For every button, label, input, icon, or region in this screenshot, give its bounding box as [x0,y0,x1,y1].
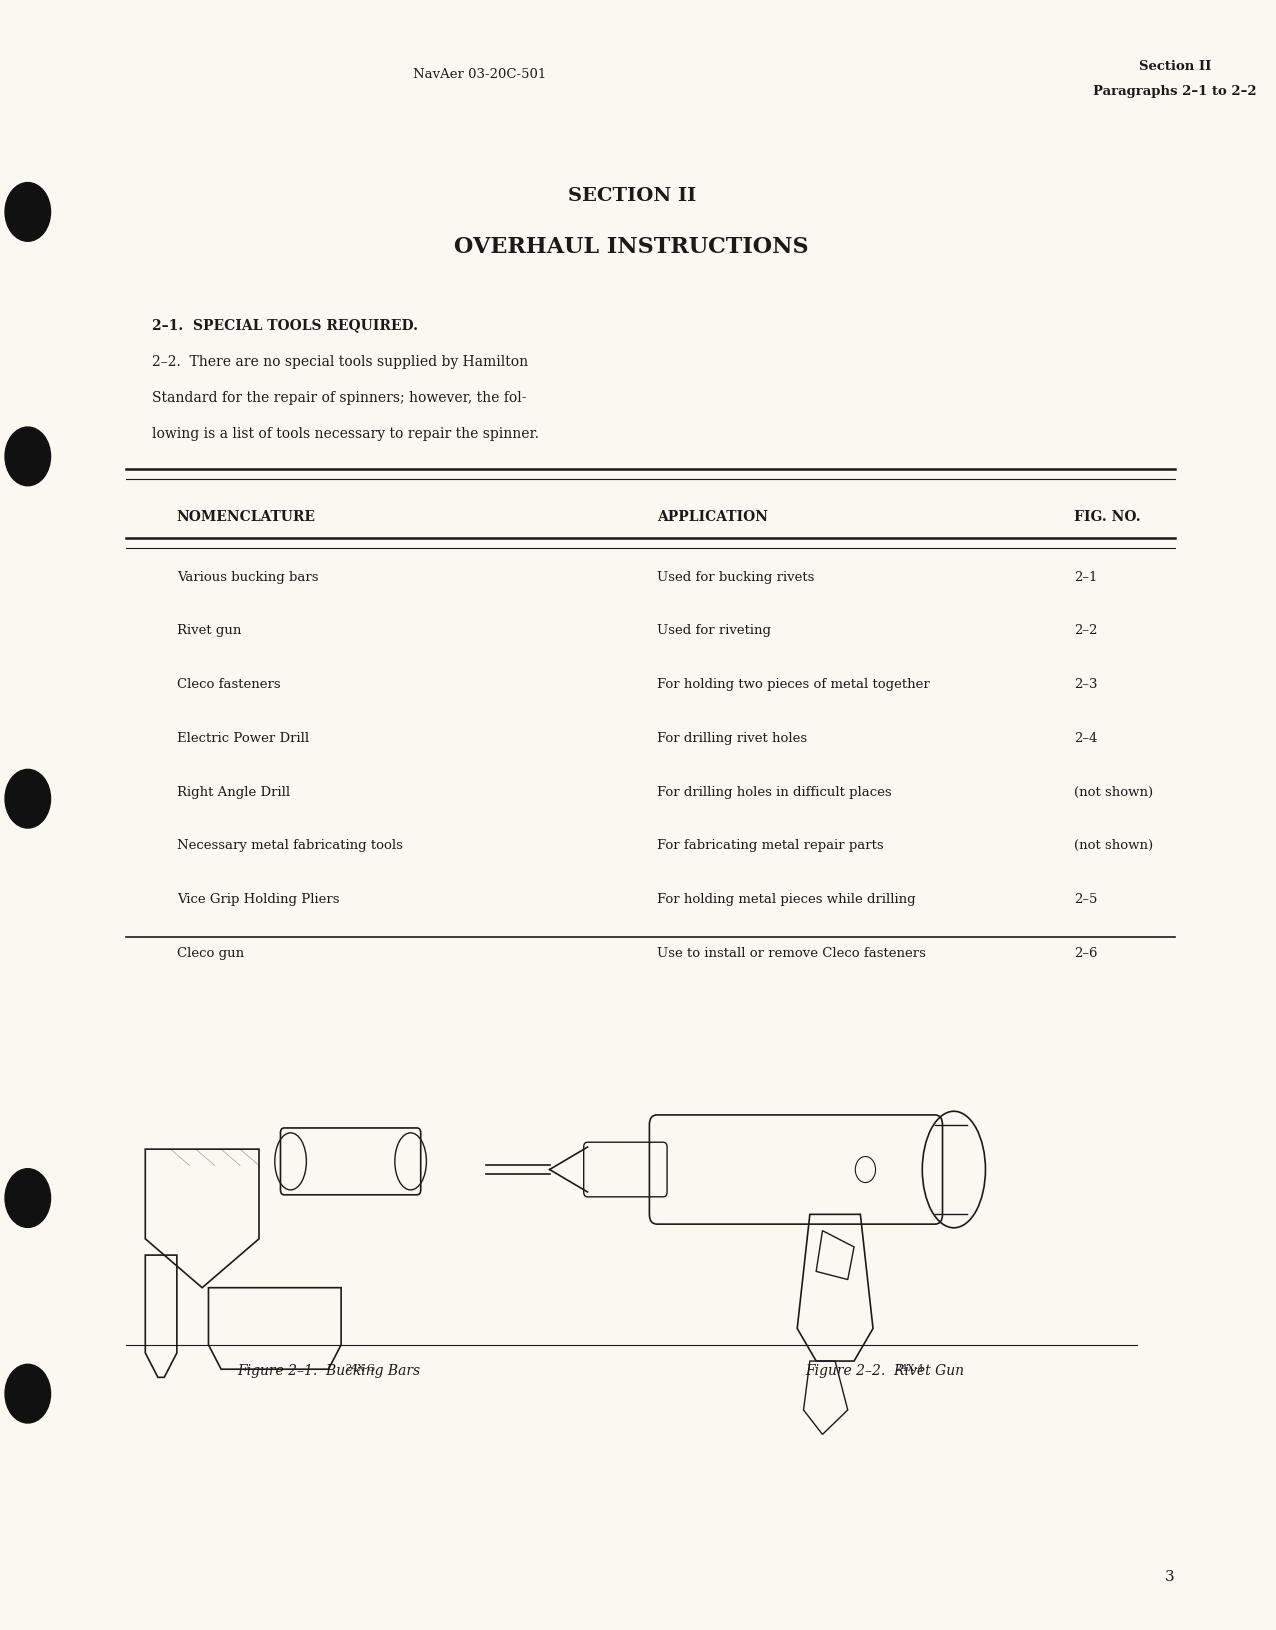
Text: OVERHAUL INSTRUCTIONS: OVERHAUL INSTRUCTIONS [454,236,809,258]
Text: Rivet gun: Rivet gun [177,624,241,637]
Text: SECTION II: SECTION II [568,187,695,205]
Text: Paragraphs 2–1 to 2–2: Paragraphs 2–1 to 2–2 [1094,85,1257,98]
Text: Necessary metal fabricating tools: Necessary metal fabricating tools [177,839,403,852]
Text: 24X-G: 24X-G [345,1364,375,1374]
Text: Figure 2–2.  Rivet Gun: Figure 2–2. Rivet Gun [805,1364,963,1379]
Text: Right Angle Drill: Right Angle Drill [177,786,290,799]
Circle shape [5,183,51,241]
Text: Cleco fasteners: Cleco fasteners [177,678,281,691]
Text: 2–2: 2–2 [1074,624,1097,637]
Text: For holding metal pieces while drilling: For holding metal pieces while drilling [657,893,916,906]
Text: FIG. NO.: FIG. NO. [1074,510,1141,525]
Text: lowing is a list of tools necessary to repair the spinner.: lowing is a list of tools necessary to r… [152,427,538,442]
Text: For drilling rivet holes: For drilling rivet holes [657,732,808,745]
Text: 24X-4: 24X-4 [896,1364,924,1374]
Text: For fabricating metal repair parts: For fabricating metal repair parts [657,839,883,852]
Text: For holding two pieces of metal together: For holding two pieces of metal together [657,678,930,691]
Circle shape [5,769,51,828]
Text: Standard for the repair of spinners; however, the fol-: Standard for the repair of spinners; how… [152,391,526,406]
Text: Cleco gun: Cleco gun [177,947,244,960]
Text: (not shown): (not shown) [1074,839,1154,852]
Text: 2–5: 2–5 [1074,893,1097,906]
Text: Figure 2–1.  Bucking Bars: Figure 2–1. Bucking Bars [237,1364,420,1379]
Text: Used for bucking rivets: Used for bucking rivets [657,570,814,584]
Text: 2–1.  SPECIAL TOOLS REQUIRED.: 2–1. SPECIAL TOOLS REQUIRED. [152,318,417,333]
Text: Electric Power Drill: Electric Power Drill [177,732,309,745]
Circle shape [5,1364,51,1423]
Text: Used for riveting: Used for riveting [657,624,771,637]
Text: 3: 3 [1165,1570,1175,1584]
Circle shape [5,1169,51,1227]
Text: APPLICATION: APPLICATION [657,510,768,525]
Text: Section II: Section II [1138,60,1211,73]
Text: NOMENCLATURE: NOMENCLATURE [177,510,316,525]
Text: (not shown): (not shown) [1074,786,1154,799]
Text: NavAer 03-20C-501: NavAer 03-20C-501 [413,68,546,82]
Text: 2–2.  There are no special tools supplied by Hamilton: 2–2. There are no special tools supplied… [152,355,528,370]
Text: Use to install or remove Cleco fasteners: Use to install or remove Cleco fasteners [657,947,926,960]
Text: 2–4: 2–4 [1074,732,1097,745]
Text: 2–1: 2–1 [1074,570,1097,584]
Text: Various bucking bars: Various bucking bars [177,570,319,584]
Text: 2–3: 2–3 [1074,678,1097,691]
Text: For drilling holes in difficult places: For drilling holes in difficult places [657,786,892,799]
Text: Vice Grip Holding Pliers: Vice Grip Holding Pliers [177,893,339,906]
Circle shape [5,427,51,486]
Text: 2–6: 2–6 [1074,947,1097,960]
